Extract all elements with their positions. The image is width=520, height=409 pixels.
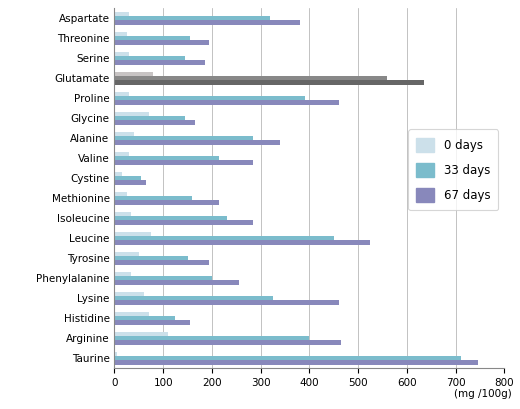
Bar — [114, 176, 141, 180]
Bar — [114, 320, 190, 325]
Bar — [114, 52, 129, 56]
Bar — [114, 136, 253, 140]
Bar — [114, 116, 185, 120]
Bar — [114, 160, 253, 165]
Bar — [114, 120, 195, 125]
Bar — [114, 180, 146, 185]
Bar — [114, 260, 210, 265]
Bar — [114, 171, 122, 176]
Bar — [114, 80, 424, 85]
Bar — [114, 216, 227, 220]
Bar — [114, 231, 151, 236]
Bar — [114, 336, 309, 340]
Bar — [114, 92, 129, 96]
Bar — [114, 31, 126, 36]
Bar — [114, 200, 219, 205]
X-axis label: (mg /100g): (mg /100g) — [454, 389, 512, 399]
Bar — [114, 36, 190, 40]
Bar — [114, 16, 270, 20]
Bar — [114, 140, 280, 145]
Bar — [114, 351, 117, 356]
Bar — [114, 112, 149, 116]
Bar — [114, 96, 305, 100]
Bar — [114, 76, 387, 80]
Bar — [114, 300, 339, 305]
Bar — [114, 356, 461, 360]
Bar — [114, 56, 185, 61]
Bar — [114, 100, 339, 105]
Bar — [114, 61, 204, 65]
Bar — [114, 312, 149, 316]
Bar — [114, 332, 168, 336]
Bar — [114, 236, 334, 240]
Bar — [114, 316, 175, 320]
Bar — [114, 340, 341, 345]
Bar — [114, 191, 126, 196]
Bar — [114, 220, 253, 225]
Bar — [114, 252, 139, 256]
Bar — [114, 211, 132, 216]
Bar — [114, 292, 144, 296]
Legend: 0 days, 33 days, 67 days: 0 days, 33 days, 67 days — [408, 129, 499, 210]
Bar — [114, 276, 212, 280]
Bar — [114, 280, 239, 285]
Bar — [114, 196, 192, 200]
Bar — [114, 296, 273, 300]
Bar — [114, 132, 134, 136]
Bar — [114, 272, 132, 276]
Bar — [114, 256, 188, 260]
Bar — [114, 240, 370, 245]
Bar — [114, 11, 129, 16]
Bar — [114, 360, 477, 365]
Bar — [114, 152, 129, 156]
Bar — [114, 40, 210, 45]
Bar — [114, 72, 153, 76]
Bar — [114, 156, 219, 160]
Bar — [114, 20, 300, 25]
